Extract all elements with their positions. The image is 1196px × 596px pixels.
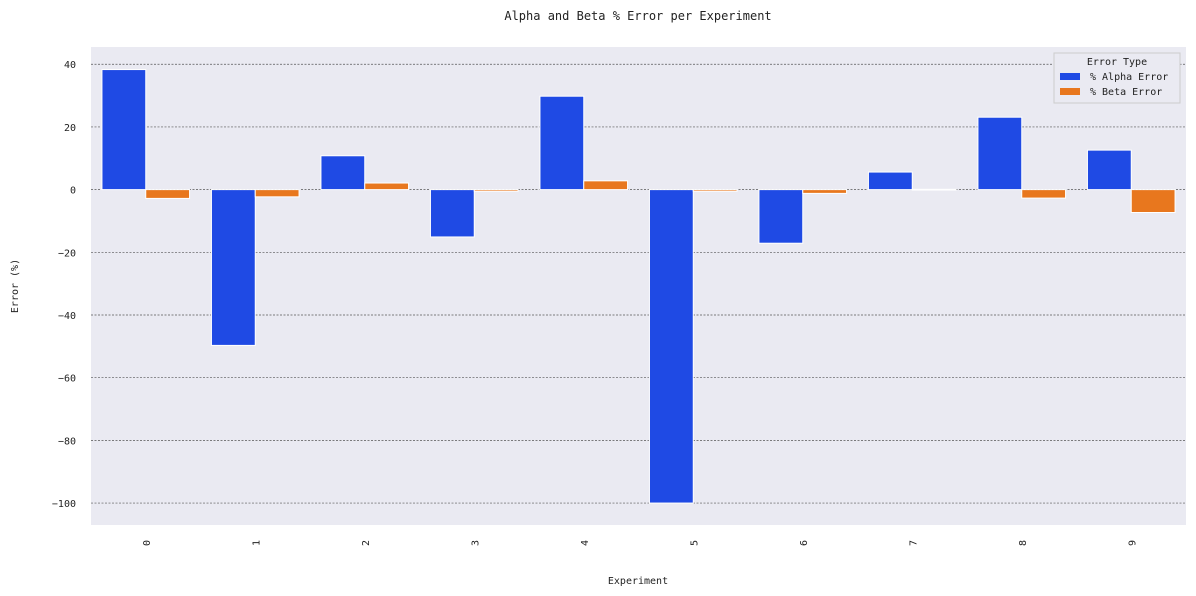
bar-beta-3 <box>473 189 519 192</box>
bar-alpha-2 <box>320 155 366 191</box>
bar-beta-7 <box>911 188 957 191</box>
y-axis-ticks: 40 20 0 −20 −40 −60 −80 −100 <box>52 60 76 510</box>
legend-title: Error Type <box>1087 57 1147 68</box>
legend-label-beta: % Beta Error <box>1090 87 1162 98</box>
bar-alpha-0 <box>101 69 147 191</box>
bar-beta-2 <box>364 182 410 191</box>
bar-beta-6 <box>802 189 848 194</box>
y-tick-label: −60 <box>58 374 76 385</box>
bar-alpha-8 <box>977 116 1023 191</box>
y-tick-label: −80 <box>58 436 76 447</box>
legend-swatch-alpha <box>1060 73 1080 80</box>
x-tick-label: 6 <box>799 540 810 546</box>
bar-alpha-4 <box>539 95 585 191</box>
x-tick-label: 5 <box>689 540 700 546</box>
y-axis-label: Error (%) <box>10 259 21 313</box>
bar-beta-4 <box>583 180 629 191</box>
bar-beta-8 <box>1021 189 1067 199</box>
bars <box>101 69 1176 504</box>
x-axis-label: Experiment <box>608 576 668 587</box>
legend-swatch-beta <box>1060 88 1080 95</box>
y-tick-label: −40 <box>58 311 76 322</box>
bar-alpha-1 <box>210 189 256 346</box>
y-tick-label: 0 <box>70 186 76 197</box>
bar-alpha-5 <box>648 189 694 504</box>
x-tick-label: 9 <box>1127 540 1138 546</box>
bar-beta-9 <box>1130 189 1176 213</box>
x-tick-label: 7 <box>908 540 919 546</box>
y-tick-label: 20 <box>64 123 76 134</box>
x-axis-ticks: 0 1 2 3 4 5 6 7 8 9 <box>142 540 1139 546</box>
bar-beta-1 <box>254 189 300 198</box>
x-tick-label: 2 <box>361 540 372 546</box>
bar-alpha-6 <box>758 189 804 244</box>
bar-alpha-7 <box>867 171 913 191</box>
x-tick-label: 4 <box>580 540 591 546</box>
x-tick-label: 0 <box>142 540 153 546</box>
y-tick-label: −20 <box>58 248 76 259</box>
y-tick-label: −100 <box>52 499 76 510</box>
bar-beta-5 <box>692 189 738 192</box>
x-tick-label: 8 <box>1018 540 1029 546</box>
chart-title: Alpha and Beta % Error per Experiment <box>504 9 771 23</box>
legend: Error Type % Alpha Error % Beta Error <box>1053 52 1181 104</box>
y-tick-label: 40 <box>64 60 76 71</box>
bar-beta-0 <box>145 189 191 199</box>
bar-alpha-3 <box>429 189 475 238</box>
bar-alpha-9 <box>1086 149 1132 191</box>
x-tick-label: 1 <box>251 540 262 546</box>
x-tick-label: 3 <box>470 540 481 546</box>
legend-label-alpha: % Alpha Error <box>1090 72 1168 83</box>
